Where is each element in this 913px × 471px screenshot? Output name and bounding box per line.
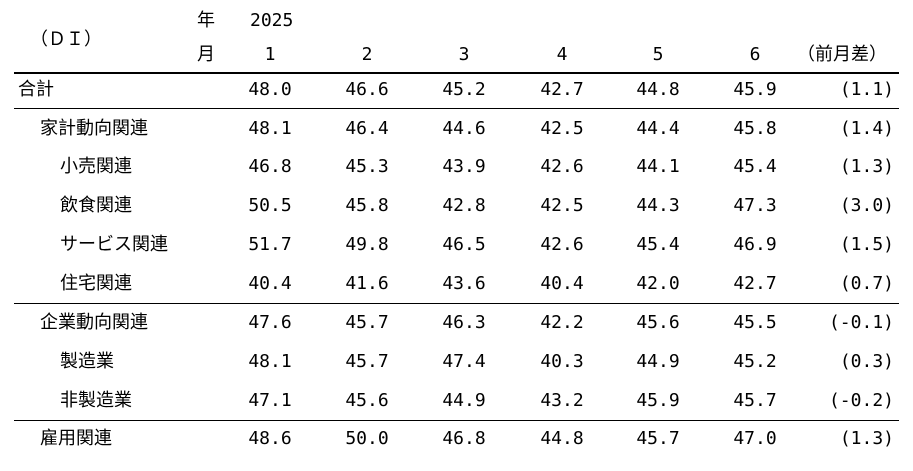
row-label: 非製造業 <box>60 390 132 411</box>
table-cell: 49.8 <box>345 234 389 255</box>
diff-cell: (-0.2) <box>828 390 894 411</box>
table-cell: 47.3 <box>733 195 777 216</box>
table-cell: 42.2 <box>540 312 584 333</box>
year-label: 年 <box>197 10 215 31</box>
row-label: 飲食関連 <box>60 195 132 216</box>
table-cell: 42.0 <box>636 273 680 294</box>
table-cell: 43.2 <box>540 390 584 411</box>
table-cell: 46.4 <box>345 118 389 139</box>
diff-cell: (1.3) <box>839 156 894 177</box>
row-label: 小売関連 <box>60 156 132 177</box>
table-cell: 51.7 <box>248 234 292 255</box>
diff-cell: (1.3) <box>839 428 894 449</box>
diff-cell: (-0.1) <box>828 312 894 333</box>
diff-cell: (1.5) <box>839 234 894 255</box>
table-cell: 42.7 <box>733 273 777 294</box>
table-cell: 45.8 <box>733 118 777 139</box>
table-cell: 45.3 <box>345 156 389 177</box>
table-cell: 50.0 <box>345 428 389 449</box>
table-cell: 40.3 <box>540 351 584 372</box>
table-cell: 45.6 <box>636 312 680 333</box>
diff-cell: (1.1) <box>839 79 894 100</box>
row-label: 雇用関連 <box>40 428 112 449</box>
table-cell: 47.6 <box>248 312 292 333</box>
table-cell: 46.8 <box>248 156 292 177</box>
month-header-4: 4 <box>556 44 568 65</box>
table-cell: 45.8 <box>345 195 389 216</box>
table-cell: 44.8 <box>540 428 584 449</box>
table-cell: 43.6 <box>442 273 486 294</box>
table-cell: 44.6 <box>442 118 486 139</box>
table-cell: 46.6 <box>345 79 389 100</box>
table-cell: 45.4 <box>636 234 680 255</box>
header-divider <box>14 72 899 74</box>
table-cell: 44.9 <box>636 351 680 372</box>
table-cell: 45.7 <box>636 428 680 449</box>
row-label: 家計動向関連 <box>40 118 148 139</box>
table-cell: 46.3 <box>442 312 486 333</box>
table-cell: 45.4 <box>733 156 777 177</box>
diff-header: （前月差） <box>797 44 887 65</box>
row-label: サービス関連 <box>60 234 168 255</box>
table-cell: 45.2 <box>442 79 486 100</box>
row-label: 住宅関連 <box>60 273 132 294</box>
table-cell: 48.0 <box>248 79 292 100</box>
table-cell: 44.1 <box>636 156 680 177</box>
month-header-3: 3 <box>458 44 470 65</box>
table-cell: 47.4 <box>442 351 486 372</box>
table-cell: 42.5 <box>540 195 584 216</box>
diff-cell: (0.3) <box>839 351 894 372</box>
table-cell: 45.9 <box>636 390 680 411</box>
row-label: 合計 <box>18 79 54 100</box>
table-cell: 42.8 <box>442 195 486 216</box>
table-cell: 42.7 <box>540 79 584 100</box>
table-cell: 48.1 <box>248 118 292 139</box>
diff-cell: (3.0) <box>839 195 894 216</box>
table-cell: 42.6 <box>540 156 584 177</box>
table-cell: 45.7 <box>345 312 389 333</box>
month-header-5: 5 <box>652 44 664 65</box>
table-cell: 47.0 <box>733 428 777 449</box>
table-cell: 40.4 <box>248 273 292 294</box>
diff-cell: (0.7) <box>839 273 894 294</box>
diff-cell: (1.4) <box>839 118 894 139</box>
table-cell: 41.6 <box>345 273 389 294</box>
month-label: 月 <box>197 44 215 65</box>
table-cell: 42.6 <box>540 234 584 255</box>
total-divider <box>14 108 899 109</box>
table-cell: 45.2 <box>733 351 777 372</box>
year-value: 2025 <box>250 10 294 31</box>
table-cell: 50.5 <box>248 195 292 216</box>
row-label: 製造業 <box>60 351 114 372</box>
table-cell: 45.9 <box>733 79 777 100</box>
table-cell: 45.7 <box>345 351 389 372</box>
table-cell: 44.9 <box>442 390 486 411</box>
table-cell: 46.5 <box>442 234 486 255</box>
corporate-divider <box>14 420 899 421</box>
month-header-6: 6 <box>749 44 761 65</box>
row-label: 企業動向関連 <box>40 312 148 333</box>
table-cell: 48.6 <box>248 428 292 449</box>
month-header-1: 1 <box>264 44 276 65</box>
table-cell: 47.1 <box>248 390 292 411</box>
table-cell: 44.3 <box>636 195 680 216</box>
table-cell: 45.7 <box>733 390 777 411</box>
table-cell: 46.8 <box>442 428 486 449</box>
table-cell: 40.4 <box>540 273 584 294</box>
table-cell: 42.5 <box>540 118 584 139</box>
table-cell: 45.5 <box>733 312 777 333</box>
table-cell: 43.9 <box>442 156 486 177</box>
unit-label: （ＤＩ） <box>30 29 102 50</box>
table-cell: 46.9 <box>733 234 777 255</box>
table-cell: 45.6 <box>345 390 389 411</box>
table-cell: 48.1 <box>248 351 292 372</box>
table-cell: 44.8 <box>636 79 680 100</box>
month-header-2: 2 <box>361 44 373 65</box>
household-divider <box>14 303 899 304</box>
table-cell: 44.4 <box>636 118 680 139</box>
